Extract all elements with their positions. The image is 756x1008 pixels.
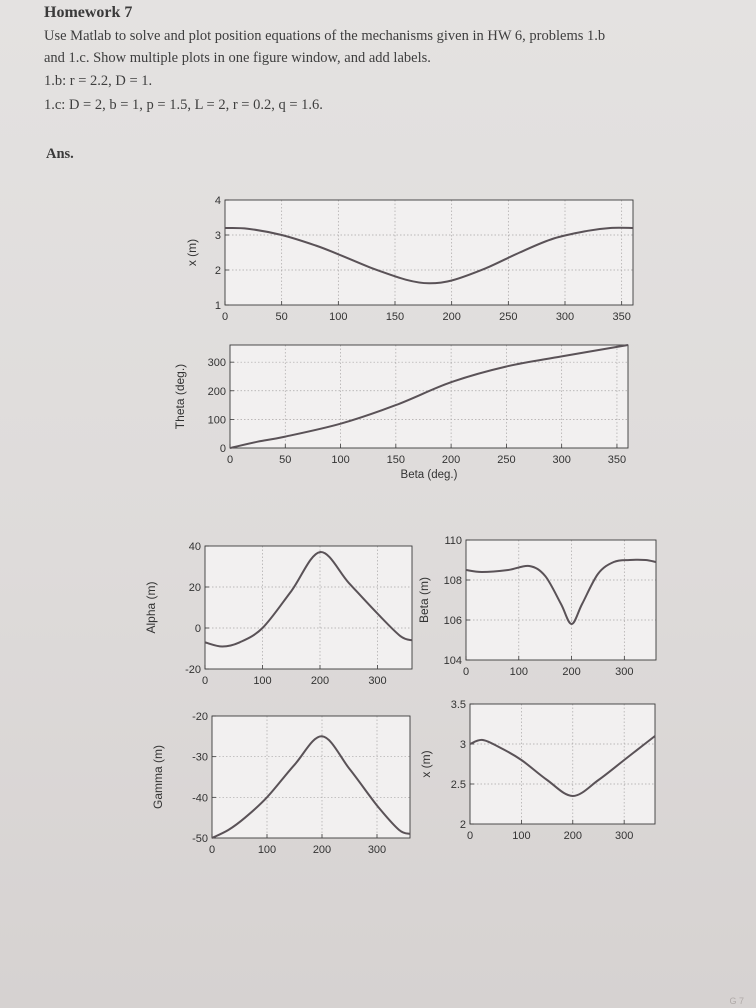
x-tick-label: 300 [615, 830, 633, 842]
axes-frame [465, 539, 657, 661]
x-axis-label: Beta (deg.) [401, 469, 458, 481]
x-tick-label: 350 [608, 454, 626, 466]
y-tick-label: 4 [215, 195, 221, 207]
y-tick-label: 20 [189, 582, 201, 594]
problem-1c-parameters: 1.c: D = 2, b = 1, p = 1.5, L = 2, r = 0… [44, 97, 323, 113]
axes-frame [204, 545, 413, 670]
x-tick-label: 300 [615, 666, 633, 678]
y-tick-label: -20 [185, 664, 201, 676]
x-tick-label: 50 [279, 454, 291, 466]
problem-statement-line-1: Use Matlab to solve and plot position eq… [44, 28, 606, 44]
y-tick-label: 104 [444, 655, 462, 667]
y-tick-label: 0 [220, 443, 226, 455]
y-axis-label: x (m) [185, 239, 199, 266]
y-tick-label: -30 [192, 752, 208, 764]
y-axis-label: Alpha (m) [144, 581, 158, 633]
x-lower-plot: 0 100 200 300 2 2.5 3 3.5 x (m) [419, 699, 656, 842]
plot-area [230, 345, 628, 448]
y-tick-label: 1 [215, 300, 221, 312]
y-axis-label: Beta (m) [417, 577, 431, 623]
x-tick-label: 0 [222, 311, 228, 323]
axes-frame [229, 344, 629, 449]
plot-area [470, 704, 655, 824]
series-line [204, 551, 413, 648]
y-tick-label: 3 [215, 230, 221, 242]
y-tick-label: 0 [195, 623, 201, 635]
y-tick-label: 2.5 [451, 779, 466, 791]
homework-title: Homework 7 [44, 4, 133, 21]
y-tick-label: 200 [208, 386, 226, 398]
plot-area [466, 540, 656, 660]
x-tick-label: 50 [276, 311, 288, 323]
x-tick-label: 350 [612, 311, 630, 323]
x-tick-label: 200 [564, 830, 582, 842]
x-tick-label: 0 [463, 666, 469, 678]
x-tick-label: 200 [311, 675, 329, 687]
gamma-plot: 0 100 200 300 -50 -40 -30 -20 Gamma (m) [151, 711, 411, 856]
x-tick-label: 200 [313, 844, 331, 856]
x-tick-label: 300 [368, 675, 386, 687]
y-tick-label: 40 [189, 541, 201, 553]
answer-label: Ans. [46, 146, 74, 162]
axes-frame [211, 715, 411, 839]
x-tick-label: 0 [202, 675, 208, 687]
x-tick-label: 300 [552, 454, 570, 466]
y-tick-label: 110 [444, 535, 462, 547]
y-tick-label: 2 [460, 819, 466, 831]
y-tick-label: 106 [444, 615, 462, 627]
theta-vs-beta-plot: 0 50 100 150 200 250 300 350 0 100 200 300 Theta (de… [173, 344, 629, 481]
x-tick-label: 100 [512, 830, 530, 842]
x-vs-angle-plot: 0 50 100 150 200 250 300 350 1 2 3 4 x (m) [185, 195, 634, 323]
x-tick-label: 0 [467, 830, 473, 842]
corner-mark: G 7 [729, 996, 744, 1006]
x-tick-label: 100 [258, 844, 276, 856]
x-tick-label: 150 [386, 311, 404, 323]
y-axis-label: x (m) [419, 750, 433, 777]
plot-area [225, 200, 633, 305]
x-tick-label: 100 [253, 675, 271, 687]
x-tick-label: 0 [227, 454, 233, 466]
problem-statement-line-2: and 1.c. Show multiple plots in one figu… [44, 50, 431, 66]
y-tick-label: 2 [215, 265, 221, 277]
x-tick-label: 300 [556, 311, 574, 323]
y-tick-label: 100 [208, 414, 226, 426]
axes-frame [469, 703, 656, 825]
y-axis-label: Gamma (m) [151, 745, 165, 809]
series-line [469, 735, 656, 798]
x-tick-label: 300 [368, 844, 386, 856]
x-tick-label: 250 [499, 311, 517, 323]
x-tick-label: 200 [442, 454, 460, 466]
x-tick-label: 100 [329, 311, 347, 323]
x-tick-label: 100 [331, 454, 349, 466]
x-tick-label: 200 [442, 311, 460, 323]
x-tick-label: 250 [497, 454, 515, 466]
x-tick-label: 0 [209, 844, 215, 856]
y-tick-label: -50 [192, 833, 208, 845]
y-tick-label: 3 [460, 739, 466, 751]
x-tick-label: 100 [510, 666, 528, 678]
x-tick-label: 200 [562, 666, 580, 678]
y-tick-label: 108 [444, 575, 462, 587]
axes-frame [224, 199, 634, 306]
series-line [465, 558, 657, 626]
y-tick-label: 300 [208, 357, 226, 369]
y-tick-label: -40 [192, 792, 208, 804]
x-tick-label: 150 [387, 454, 405, 466]
y-tick-label: 3.5 [451, 699, 466, 711]
beta-plot: 0 100 200 300 104 106 108 110 Beta (m) [417, 535, 657, 678]
y-tick-label: -20 [192, 711, 208, 723]
series-line [211, 735, 411, 839]
y-axis-label: Theta (deg.) [173, 364, 187, 429]
problem-1b-parameters: 1.b: r = 2.2, D = 1. [44, 73, 153, 89]
